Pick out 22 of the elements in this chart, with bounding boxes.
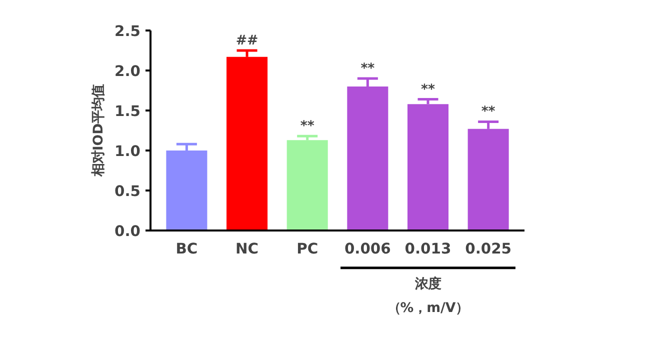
y-tick-label: 1.0: [114, 143, 141, 160]
x-tick-label: PC: [296, 240, 318, 258]
annotation: **: [421, 82, 435, 98]
y-tick-label: 1.5: [114, 103, 141, 120]
annotation: **: [360, 62, 375, 76]
y-axis-title: 相对IOD平均值: [92, 84, 107, 178]
y-tick-label: 0.5: [114, 183, 141, 200]
annotation: **: [481, 104, 496, 120]
x-tick-label: 0.025: [465, 240, 512, 258]
text: 浓度: [414, 276, 441, 292]
x-tick-label: 0.013: [404, 240, 452, 258]
bar: [407, 104, 448, 230]
x-tick-label: BC: [176, 240, 198, 258]
y-tick-label: 2.5: [114, 23, 141, 40]
y-tick-label: 2.0: [114, 63, 141, 80]
annotation: **: [300, 119, 314, 134]
text: （%，m/V）: [387, 301, 469, 316]
x-tick-label: NC: [236, 240, 259, 258]
y-tick-label: 0.0: [114, 223, 141, 240]
annotation: ##: [236, 34, 258, 48]
x-tick-label: 0.006: [344, 240, 391, 258]
bar: [286, 140, 328, 230]
